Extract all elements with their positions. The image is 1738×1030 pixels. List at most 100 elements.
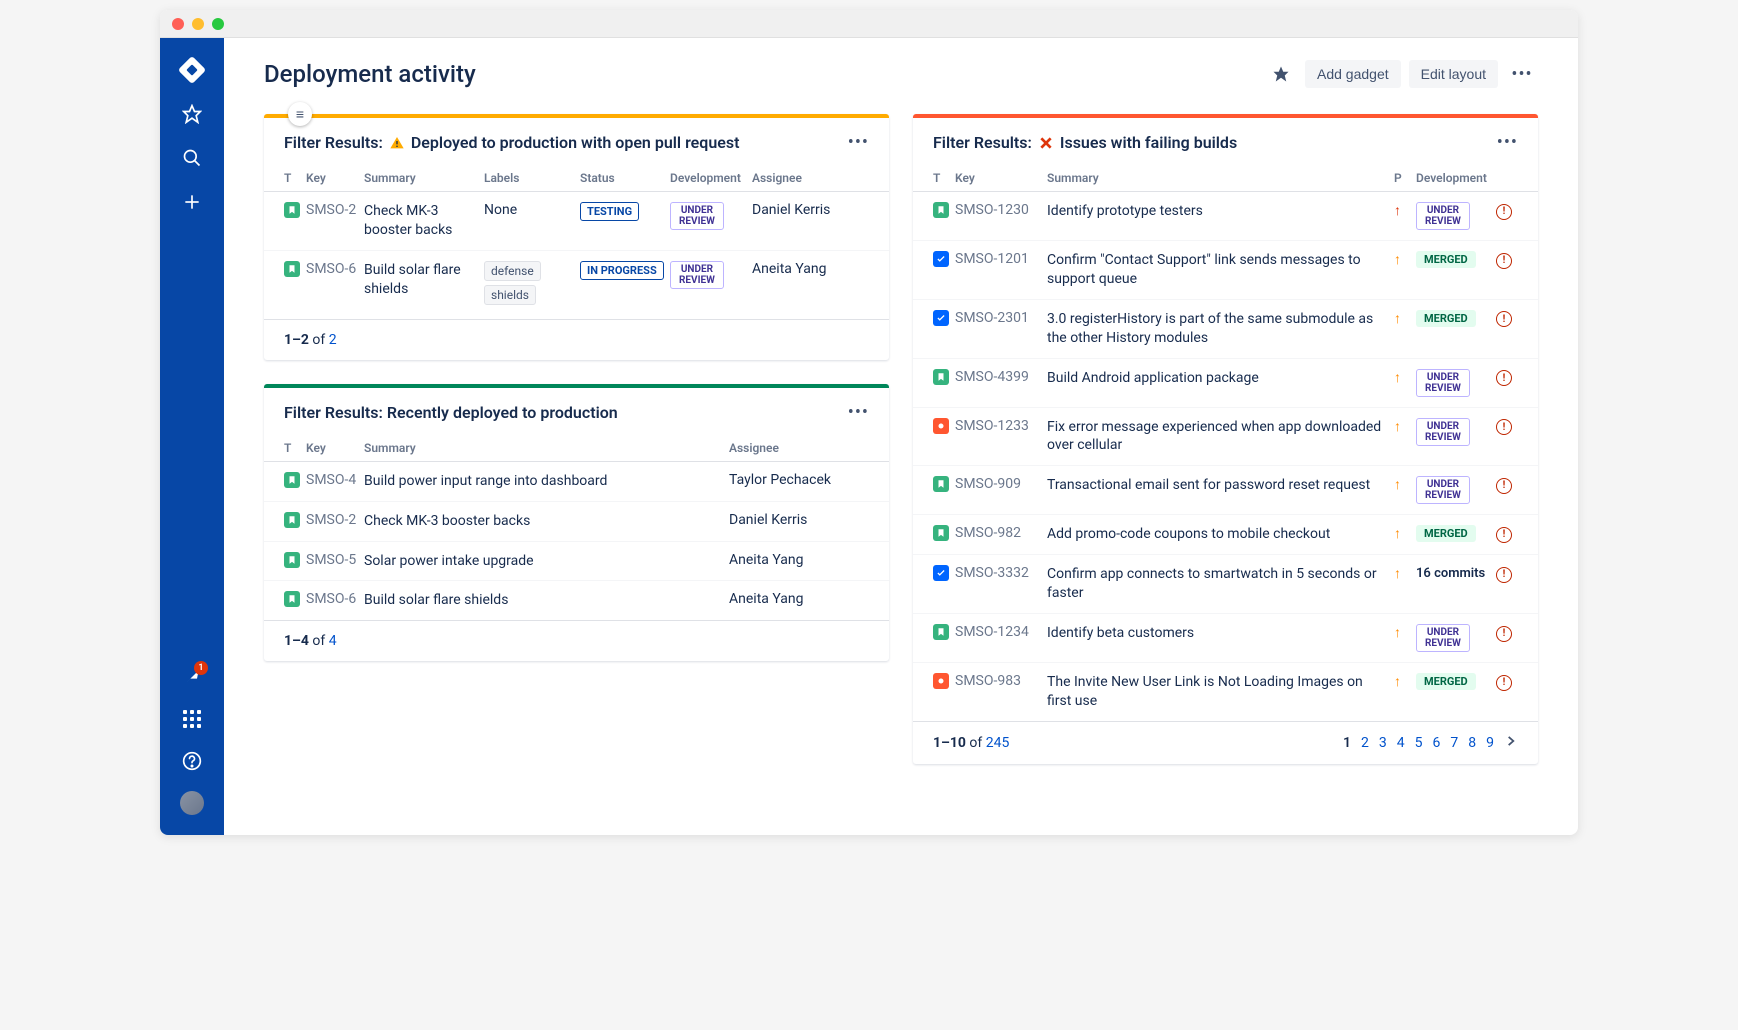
priority-icon: ↑ [1394, 419, 1401, 435]
footer-total[interactable]: 2 [329, 332, 337, 348]
column-header: T [284, 171, 306, 185]
issue-key[interactable]: SMSO-982 [955, 525, 1047, 541]
page-link[interactable]: 4 [1397, 735, 1405, 751]
table-row[interactable]: SMSO-4399Build Android application packa… [913, 359, 1538, 408]
issue-type-icon [284, 591, 300, 607]
table-row[interactable]: SMSO-4Build power input range into dashb… [264, 462, 889, 502]
issue-key[interactable]: SMSO-1233 [955, 418, 1047, 434]
panel-title: Filter Results: Issues with failing buil… [933, 133, 1237, 152]
issue-key[interactable]: SMSO-1230 [955, 202, 1047, 218]
page-link[interactable]: 1 [1343, 735, 1351, 751]
search-icon[interactable] [180, 146, 204, 170]
table-row[interactable]: SMSO-2Check MK-3 booster backsNoneTESTIN… [264, 192, 889, 251]
table-row[interactable]: SMSO-1234Identify beta customers↑UNDERRE… [913, 614, 1538, 663]
issue-key[interactable]: SMSO-1201 [955, 251, 1047, 267]
issue-type-icon [284, 261, 300, 277]
issue-type-icon [933, 251, 949, 267]
column-header: Summary [1047, 171, 1394, 185]
column-header: Assignee [729, 441, 869, 455]
table-row[interactable]: SMSO-1201Confirm "Contact Support" link … [913, 241, 1538, 300]
table-row[interactable]: SMSO-5Solar power intake upgradeAneita Y… [264, 542, 889, 582]
issue-key[interactable]: SMSO-2 [306, 202, 364, 218]
dev-status-badge: MERGED [1416, 251, 1476, 268]
more-actions-icon[interactable]: ••• [1506, 58, 1538, 90]
column-header: T [933, 171, 955, 185]
panel-more-icon[interactable]: ••• [848, 402, 869, 423]
create-icon[interactable] [180, 190, 204, 214]
issue-key[interactable]: SMSO-3332 [955, 565, 1047, 581]
add-gadget-button[interactable]: Add gadget [1305, 60, 1401, 88]
panel-more-icon[interactable]: ••• [1497, 132, 1518, 153]
page-link[interactable]: 6 [1433, 735, 1441, 751]
edit-layout-button[interactable]: Edit layout [1409, 60, 1498, 88]
table-row[interactable]: SMSO-23013.0 registerHistory is part of … [913, 300, 1538, 359]
error-icon: ! [1496, 253, 1512, 269]
panel-recently-deployed: Filter Results: Recently deployed to pro… [264, 384, 889, 662]
favorite-icon[interactable] [1265, 58, 1297, 90]
jira-logo-icon[interactable] [180, 58, 204, 82]
panel-title: Filter Results: Recently deployed to pro… [284, 403, 618, 422]
page-link[interactable]: 9 [1486, 735, 1494, 751]
priority-icon: ↑ [1394, 311, 1401, 327]
priority-icon: ↑ [1394, 203, 1401, 219]
table-row[interactable]: SMSO-909Transactional email sent for pas… [913, 466, 1538, 515]
issue-key[interactable]: SMSO-2301 [955, 310, 1047, 326]
label-tag[interactable]: shields [484, 285, 536, 305]
page-link[interactable]: 3 [1379, 735, 1387, 751]
dev-status-badge: MERGED [1416, 525, 1476, 542]
page-link[interactable]: 8 [1468, 735, 1476, 751]
table-row[interactable]: SMSO-6Build solar flare shieldsAneita Ya… [264, 581, 889, 620]
table-row[interactable]: SMSO-3332Confirm app connects to smartwa… [913, 555, 1538, 614]
table-row[interactable]: SMSO-1230Identify prototype testers↑UNDE… [913, 192, 1538, 241]
table-header: TKeySummaryLabelsStatusDevelopmentAssign… [264, 165, 889, 192]
issue-key[interactable]: SMSO-4399 [955, 369, 1047, 385]
window-maximize-icon[interactable] [212, 18, 224, 30]
notifications-icon[interactable]: 1 [180, 665, 204, 689]
table-row[interactable]: SMSO-983The Invite New User Link is Not … [913, 663, 1538, 721]
page-link[interactable]: 2 [1361, 735, 1369, 751]
issue-key[interactable]: SMSO-983 [955, 673, 1047, 689]
footer-total[interactable]: 245 [986, 735, 1010, 751]
label-tag[interactable]: defense [484, 261, 541, 281]
window-close-icon[interactable] [172, 18, 184, 30]
dev-status-badge: UNDERREVIEW [1416, 202, 1470, 230]
table-row[interactable]: SMSO-6Build solar flare shieldsdefensesh… [264, 251, 889, 319]
app-switcher-icon[interactable] [180, 707, 204, 731]
column-header: Summary [364, 441, 729, 455]
dev-status-badge: UNDERREVIEW [1416, 418, 1470, 446]
table-footer: 1–10 of 245 123456789 [913, 721, 1538, 764]
panel-more-icon[interactable]: ••• [848, 132, 869, 153]
window-minimize-icon[interactable] [192, 18, 204, 30]
issue-key[interactable]: SMSO-909 [955, 476, 1047, 492]
issue-key[interactable]: SMSO-4 [306, 472, 364, 488]
page-link[interactable]: 5 [1415, 735, 1423, 751]
issue-key[interactable]: SMSO-6 [306, 261, 364, 277]
panel-open-pull-requests: Filter Results: Deployed to production w… [264, 114, 889, 360]
issue-key[interactable]: SMSO-6 [306, 591, 364, 607]
sidebar-expand-icon[interactable]: ≡ [288, 102, 312, 126]
issue-type-icon [933, 476, 949, 492]
table-footer: 1–2 of 2 [264, 319, 889, 360]
issue-summary: Build power input range into dashboard [364, 472, 729, 491]
help-icon[interactable] [180, 749, 204, 773]
page-link[interactable]: 7 [1450, 735, 1458, 751]
column-header: Key [955, 171, 1047, 185]
issue-key[interactable]: SMSO-5 [306, 552, 364, 568]
status-badge: TESTING [580, 202, 639, 221]
star-icon[interactable] [180, 102, 204, 126]
table-row[interactable]: SMSO-1233Fix error message experienced w… [913, 408, 1538, 467]
error-icon: ! [1496, 204, 1512, 220]
issue-type-icon [933, 310, 949, 326]
column-header: Labels [484, 171, 580, 185]
error-icon: ! [1496, 567, 1512, 583]
issue-key[interactable]: SMSO-1234 [955, 624, 1047, 640]
profile-avatar[interactable] [180, 791, 204, 815]
issue-type-icon [933, 369, 949, 385]
page-next-icon[interactable] [1504, 734, 1518, 752]
issue-type-icon [284, 472, 300, 488]
issue-key[interactable]: SMSO-2 [306, 512, 364, 528]
error-icon: ! [1496, 311, 1512, 327]
footer-total[interactable]: 4 [329, 633, 337, 649]
table-row[interactable]: SMSO-982Add promo-code coupons to mobile… [913, 515, 1538, 555]
table-row[interactable]: SMSO-2Check MK-3 booster backsDaniel Ker… [264, 502, 889, 542]
